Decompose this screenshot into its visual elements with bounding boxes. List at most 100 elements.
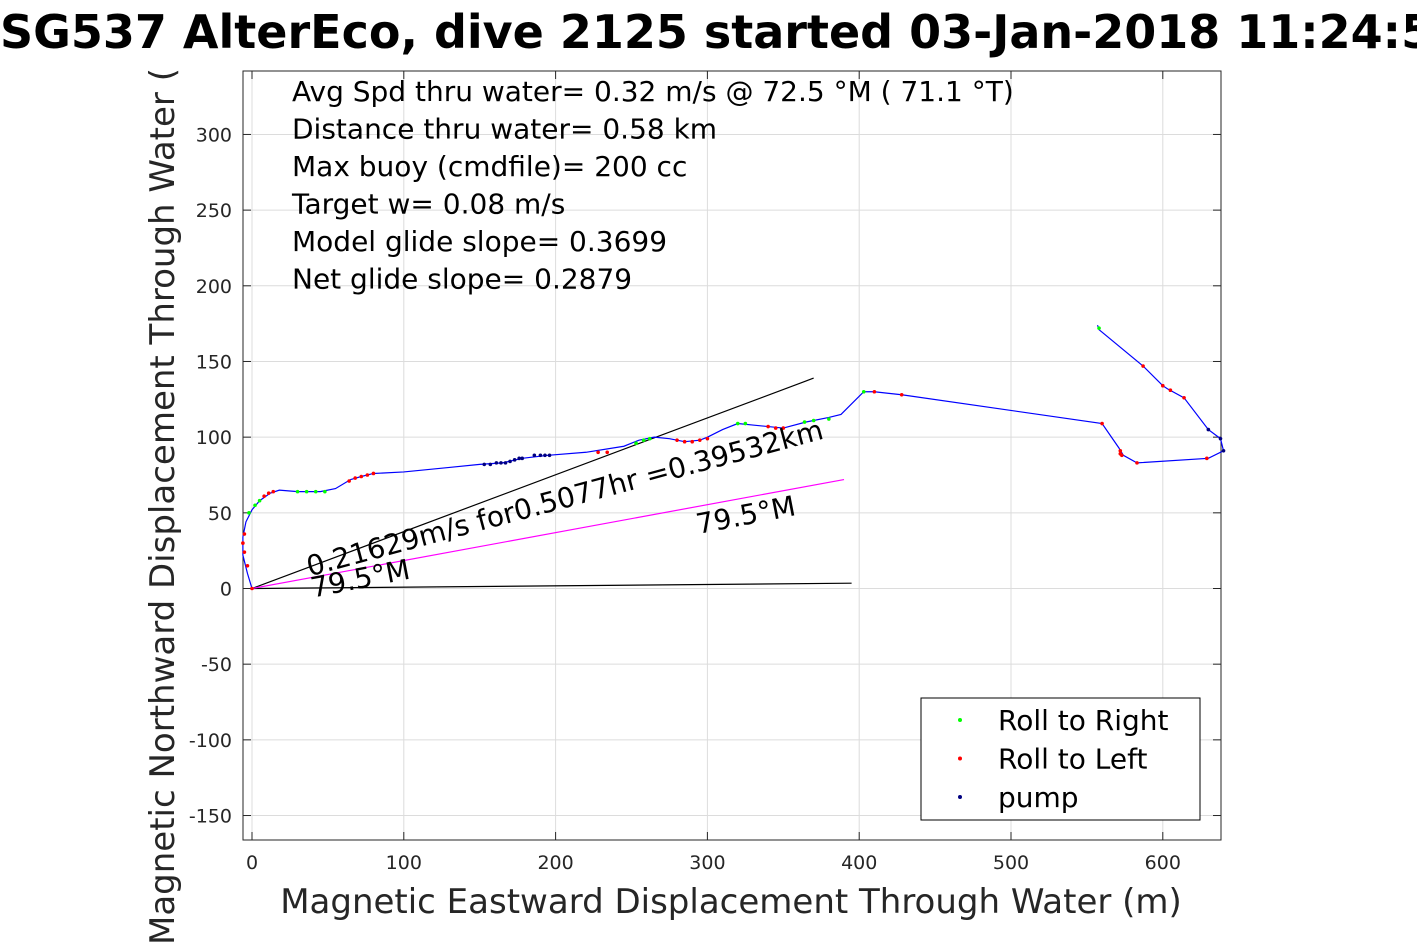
roll-to-left-marker [245, 563, 250, 568]
roll-to-left-marker [698, 438, 702, 442]
x-tick-label: 500 [993, 852, 1029, 874]
roll-to-right-marker [1097, 326, 1101, 330]
pump-marker [543, 453, 547, 458]
roll-to-right-marker [811, 418, 816, 423]
x-axis-label: Magnetic Eastward Displacement Through W… [280, 882, 1182, 922]
pump-marker [1206, 427, 1211, 432]
y-axis-label: Magnetic Northward Displacement Through … [143, 68, 183, 945]
roll-to-left-marker [242, 550, 247, 554]
pump-marker [547, 453, 552, 458]
roll-to-left-marker [596, 450, 600, 455]
roll-to-right-marker [253, 503, 257, 508]
x-tick-label: 400 [841, 852, 877, 874]
roll-to-right-marker [743, 421, 748, 426]
roll-to-left-marker [250, 586, 254, 591]
roll-to-right-marker [735, 421, 740, 426]
x-tick-label: 0 [246, 852, 258, 874]
roll-to-left-marker [1205, 456, 1209, 461]
roll-to-right-marker [634, 441, 638, 446]
annotation-line: Distance thru water= 0.58 km [292, 113, 717, 146]
roll-to-left-marker [690, 439, 695, 444]
y-tick-label: 200 [196, 276, 232, 298]
legend-label-pump: pump [998, 781, 1079, 814]
roll-to-right-marker [827, 417, 831, 421]
vector-labels: 0.21629m/s for0.5077hr =0.39532km79.5°M7… [303, 413, 827, 604]
legend-label-roll-to-left: Roll to Left [998, 743, 1147, 776]
roll-to-left-marker [347, 479, 351, 483]
roll-to-left-marker [1141, 364, 1145, 368]
roll-to-left-marker [262, 494, 266, 498]
roll-to-left-marker [675, 438, 679, 442]
annotation-line: Model glide slope= 0.3699 [292, 225, 667, 258]
axes [242, 70, 1222, 841]
roll-to-right-marker [802, 420, 807, 424]
x-tick-label: 600 [1145, 852, 1181, 874]
markers [241, 326, 1226, 591]
pump-marker [532, 453, 537, 458]
annotation-line: Max buoy (cmdfile)= 200 cc [292, 150, 687, 183]
roll-to-left-marker [1168, 388, 1173, 393]
roll-to-left-marker [371, 471, 376, 476]
roll-to-left-marker [353, 476, 358, 480]
roll-to-right-marker [323, 489, 327, 494]
pump-marker [538, 453, 543, 458]
annotation-line: Net glide slope= 0.2879 [292, 263, 632, 296]
pump-marker [499, 461, 503, 465]
grid [243, 71, 1221, 840]
legend-label-roll-to-right: Roll to Right [998, 704, 1169, 737]
roll-to-left-marker [773, 426, 778, 430]
roll-to-left-marker [1120, 453, 1124, 458]
legend-box [920, 697, 1201, 821]
annotations: Avg Spd thru water= 0.32 m/s @ 72.5 °M (… [291, 75, 1014, 296]
roll-to-left-marker [271, 489, 276, 494]
roll-to-left-marker [899, 392, 904, 397]
y-tick-label: 250 [196, 200, 232, 222]
roll-to-left-marker [365, 473, 370, 477]
annotation-line: Target w= 0.08 m/s [291, 188, 565, 221]
pump-marker [482, 462, 487, 467]
roll-to-left-marker [766, 424, 770, 429]
legend-marker-roll-to-left [958, 756, 962, 761]
y-tick-label: -100 [189, 730, 232, 752]
roll-to-left-marker [605, 450, 610, 455]
chart-title: SG537 AlterEco, dive 2125 started 03-Jan… [0, 5, 1417, 59]
pump-marker [494, 461, 499, 465]
roll-to-left-marker [359, 474, 364, 479]
x-tick-label: 100 [386, 852, 422, 874]
pump-marker [512, 458, 517, 462]
y-tick-label: -150 [189, 806, 232, 828]
roll-to-left-marker [266, 491, 271, 495]
heading-line-lower [251, 582, 852, 590]
plot-frame [242, 70, 1222, 841]
roll-to-right-marker [313, 489, 318, 494]
pump-marker [1221, 448, 1226, 453]
roll-to-left-marker [241, 541, 245, 545]
plot-lines [251, 377, 852, 590]
y-tick-label: -50 [201, 654, 232, 676]
legend: Roll to Right Roll to Left pump [920, 697, 1201, 821]
roll-to-left-marker [1161, 383, 1165, 388]
pump-marker [1218, 436, 1223, 441]
roll-to-left-marker [781, 426, 786, 430]
y-tick-label: 100 [196, 427, 232, 449]
roll-to-left-marker [872, 389, 877, 394]
roll-to-right-marker [257, 498, 262, 503]
annotation-line: Avg Spd thru water= 0.32 m/s @ 72.5 °M (… [292, 75, 1014, 108]
y-tick-label: 50 [208, 503, 232, 525]
ticks: 0 100 200 300 400 500 600 -150 -100 -50 0 50 100 150 2… [189, 71, 1221, 874]
current-vector [251, 478, 845, 590]
x-tick-label: 300 [689, 852, 725, 874]
y-tick-label: 0 [220, 579, 232, 601]
heading-line-upper [251, 377, 814, 590]
pump-marker [508, 459, 512, 464]
roll-to-left-marker [1182, 395, 1186, 400]
y-tick-label: 150 [196, 351, 232, 373]
roll-to-right-marker [647, 436, 652, 441]
pump-marker [503, 461, 508, 465]
x-tick-label: 200 [537, 852, 573, 874]
roll-to-right-marker [861, 389, 866, 394]
pump-marker [520, 456, 525, 461]
roll-to-left-marker [682, 439, 687, 444]
roll-to-left-marker [705, 436, 710, 441]
